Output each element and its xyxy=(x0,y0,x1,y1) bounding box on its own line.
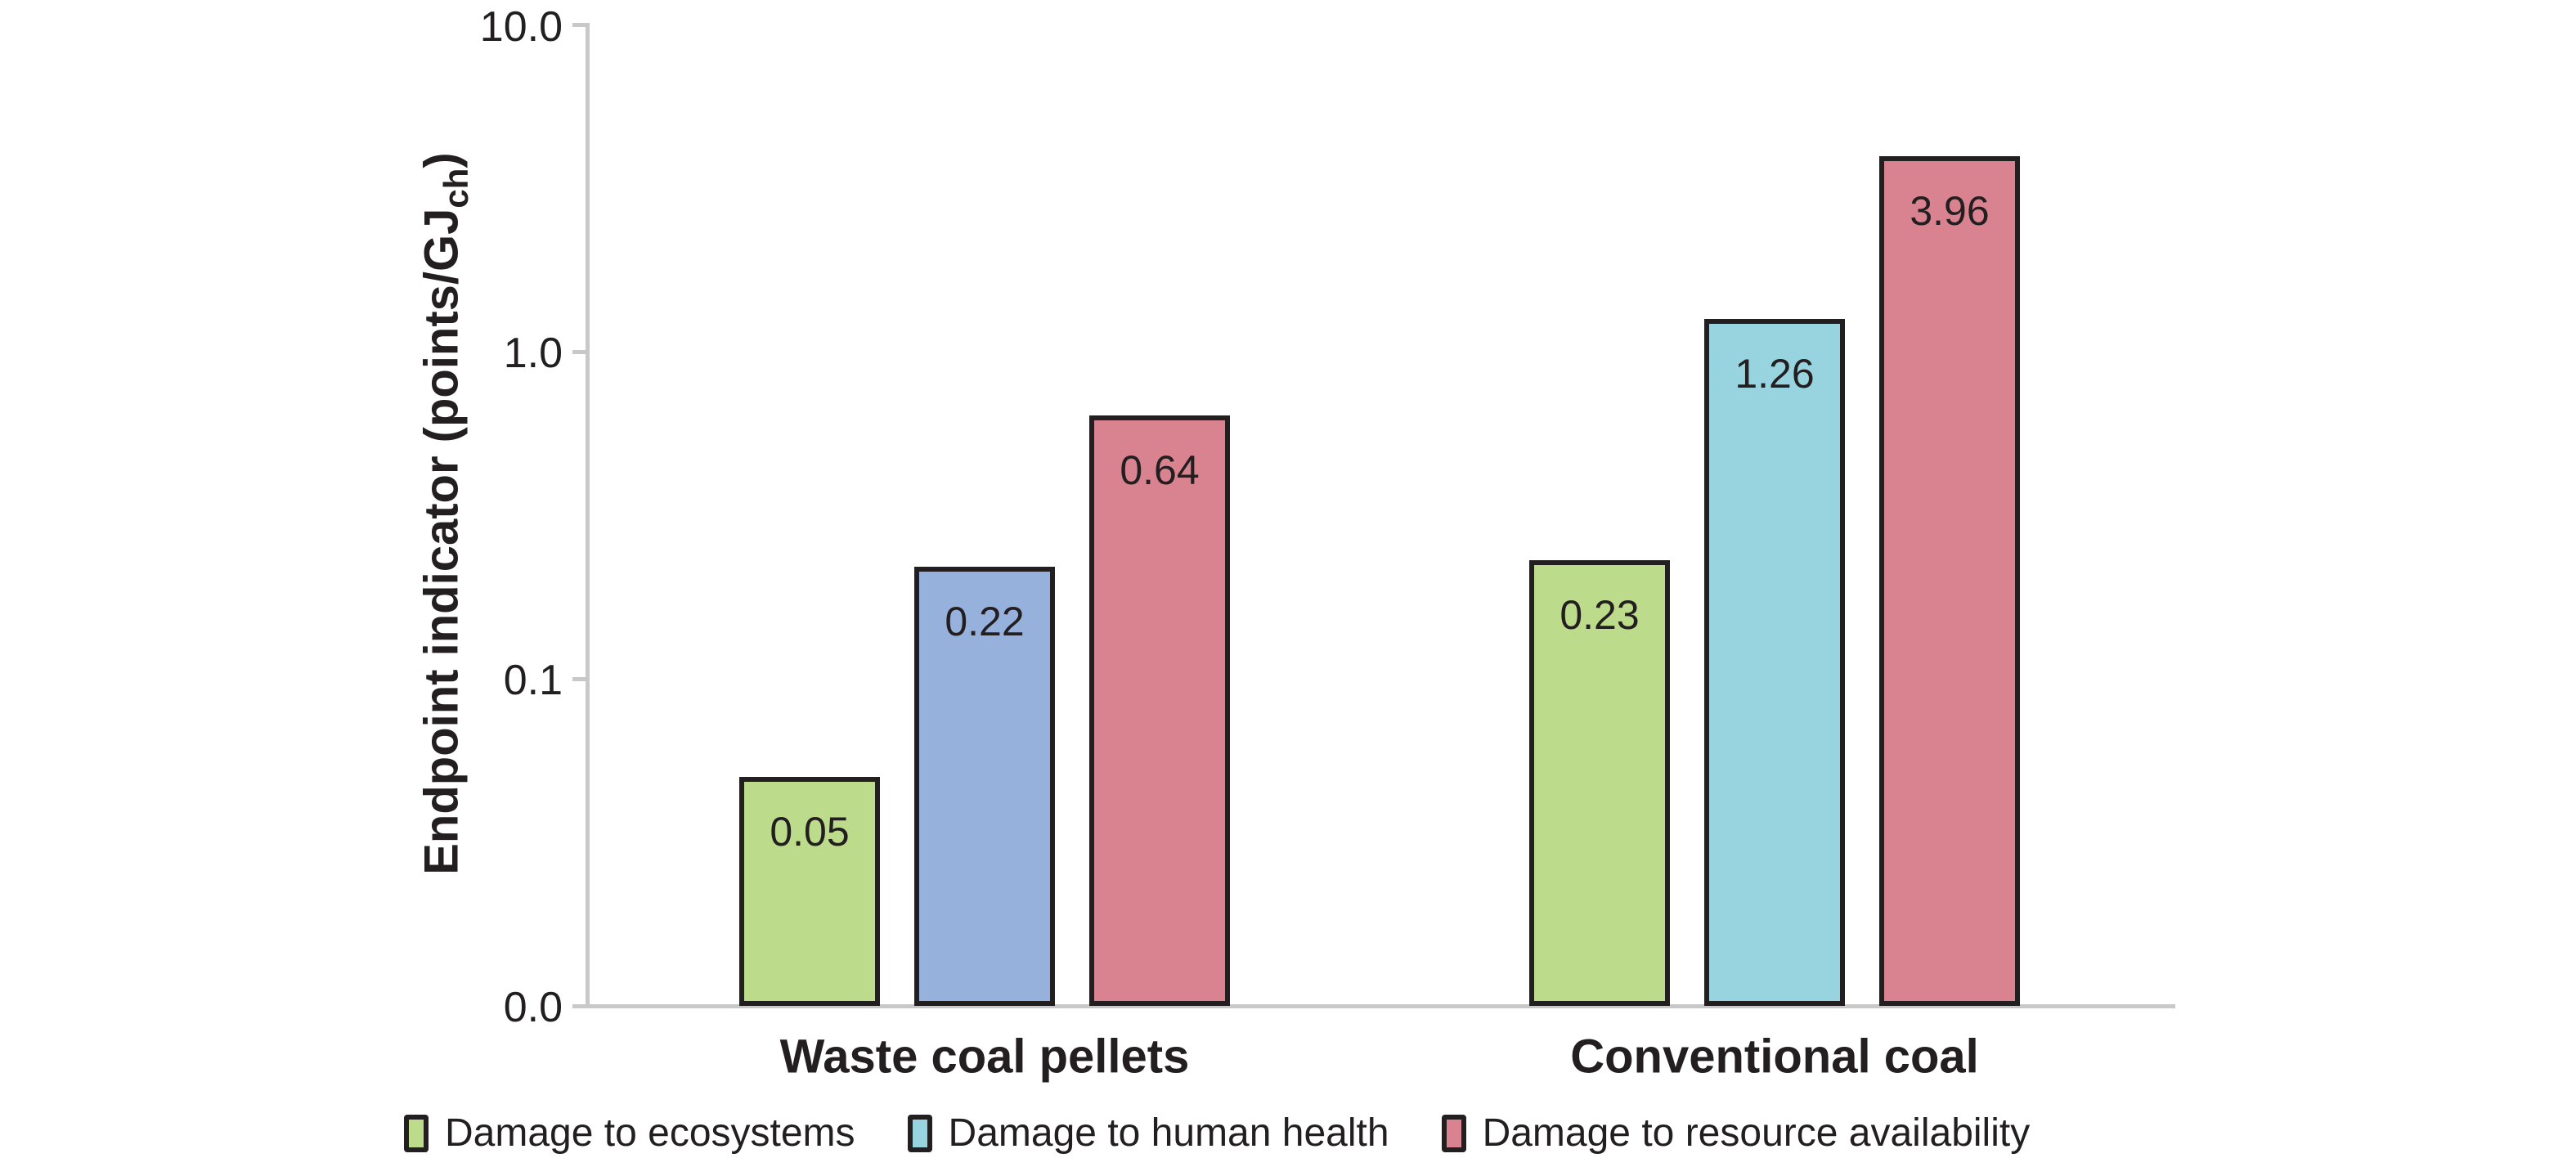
legend: Damage to ecosystems Damage to human hea… xyxy=(404,1114,2030,1153)
y-axis-title-main: Endpoint indicator (points/GJ xyxy=(415,208,469,875)
bar-resource-availability-waste-coal-pellets: 0.64 xyxy=(1089,415,1230,1006)
legend-swatch-human-health-icon xyxy=(907,1115,932,1152)
y-tick-label-10: 10.0 xyxy=(479,3,563,51)
bar-human-health-waste-coal-pellets: 0.22 xyxy=(914,567,1055,1006)
legend-label-human-health: Damage to human health xyxy=(948,1111,1389,1155)
x-category-label-conventional-coal: Conventional coal xyxy=(1570,1030,1979,1084)
legend-entry-resource-availability: Damage to resource availability xyxy=(1441,1111,2031,1155)
legend-label-resource-availability: Damage to resource availability xyxy=(1482,1111,2031,1155)
legend-label-ecosystems: Damage to ecosystems xyxy=(445,1111,855,1155)
bar-value-label: 0.23 xyxy=(1560,592,1640,639)
legend-swatch-resource-availability-icon xyxy=(1441,1115,1466,1152)
y-axis-title: Endpoint indicator (points/GJch) xyxy=(415,152,476,875)
y-tick-label-0: 0.0 xyxy=(503,984,563,1031)
bar-ecosystems-waste-coal-pellets: 0.05 xyxy=(739,777,880,1006)
legend-swatch-ecosystems-icon xyxy=(404,1115,429,1152)
legend-entry-human-health: Damage to human health xyxy=(907,1111,1389,1155)
bar-value-label: 3.96 xyxy=(1910,187,1990,234)
bar-ecosystems-conventional-coal: 0.23 xyxy=(1529,560,1670,1006)
x-category-label-waste-coal-pellets: Waste coal pellets xyxy=(779,1030,1190,1084)
bar-resource-availability-conventional-coal: 3.96 xyxy=(1879,155,2020,1006)
y-tick-mark-0-1 xyxy=(572,677,586,681)
bar-value-label: 0.64 xyxy=(1120,447,1200,493)
y-axis-line xyxy=(586,23,590,1008)
y-axis-title-subscript: ch xyxy=(437,168,476,209)
bar-value-label: 0.22 xyxy=(945,599,1025,645)
y-tick-mark-10 xyxy=(572,23,590,27)
bar-human-health-conventional-coal: 1.26 xyxy=(1704,318,1845,1006)
bar-value-label: 1.26 xyxy=(1735,350,1815,397)
y-tick-label-0-1: 0.1 xyxy=(503,657,563,704)
x-axis-baseline xyxy=(572,1004,2175,1008)
bar-value-label: 0.05 xyxy=(770,809,850,855)
y-tick-label-1: 1.0 xyxy=(503,330,563,377)
y-axis-title-close: ) xyxy=(415,152,469,168)
y-tick-mark-1 xyxy=(572,350,586,354)
legend-entry-ecosystems: Damage to ecosystems xyxy=(404,1114,855,1153)
